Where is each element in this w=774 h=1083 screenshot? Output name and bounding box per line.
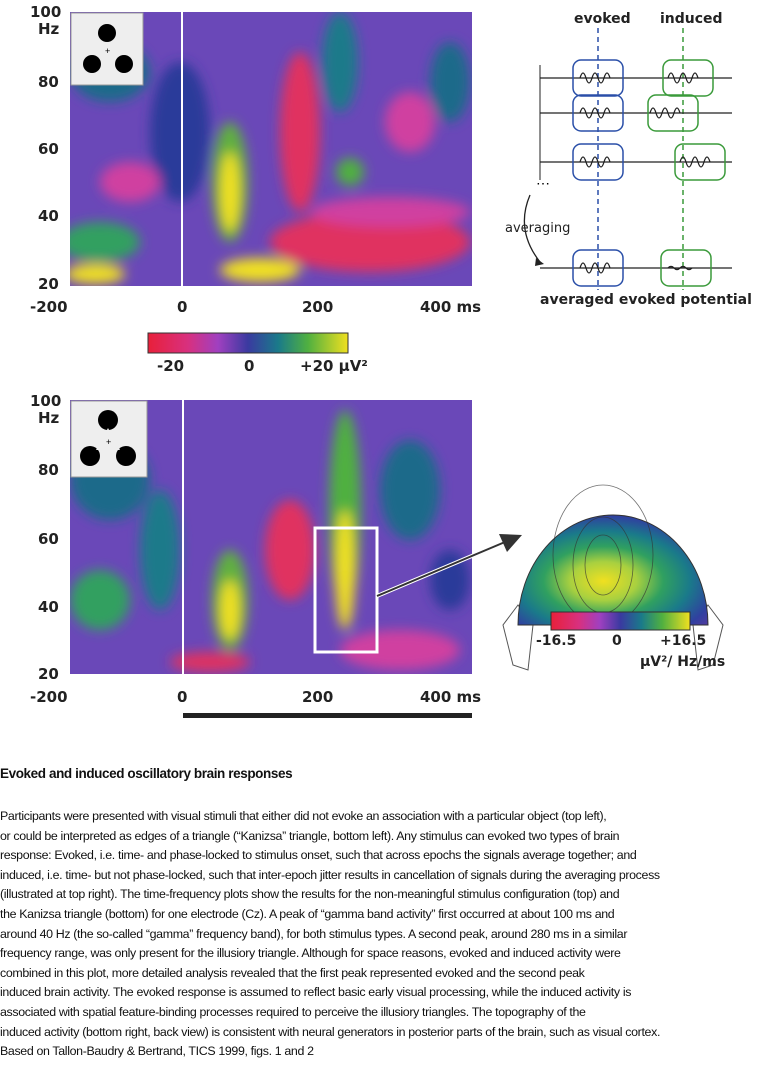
y-tick: 80 [38, 73, 59, 91]
colorbar-min: -20 [157, 357, 185, 375]
top-time-frequency-plot: + [70, 12, 472, 286]
caption-line: Participants were presented with visual … [0, 809, 607, 823]
evoked-label: evoked [574, 11, 631, 27]
averaging-label: averaging [505, 221, 571, 236]
y-tick: 60 [38, 140, 59, 158]
averaged-evoked-potential-label: averaged evoked potential [540, 292, 752, 308]
x-tick: 0 [177, 298, 188, 316]
svg-text:+: + [105, 46, 110, 56]
caption-line: frequency range, was only present for th… [0, 946, 621, 961]
svg-text:⋯: ⋯ [536, 175, 550, 191]
y-tick: 20 [38, 275, 59, 293]
y-tick: 80 [38, 461, 59, 479]
y-unit: Hz [38, 20, 60, 38]
bottom-time-frequency-plot: + [70, 400, 472, 674]
x-tick: 200 [302, 688, 334, 706]
y-tick: 20 [38, 665, 59, 683]
caption-line: induced activity (bottom right, back vie… [0, 1024, 661, 1039]
colorbar-mid: 0 [612, 633, 622, 649]
caption-line: (illustrated at top right). The time-fre… [0, 887, 620, 902]
x-tick: -200 [30, 298, 68, 316]
colorbar-mid: 0 [244, 357, 255, 375]
caption-line: the Kanizsa triangle (bottom) for one el… [0, 907, 615, 921]
caption-line: or could be interpreted as edges of a tr… [0, 828, 620, 843]
colorbar-max: +20 µV² [300, 357, 368, 375]
colorbar-max: +16.5 [660, 633, 707, 649]
arrow-icon [376, 534, 522, 598]
y-tick: 100 [30, 392, 62, 410]
y-tick: 40 [38, 598, 59, 616]
top-colorbar [147, 332, 349, 354]
induced-label: induced [660, 11, 723, 27]
y-tick: 40 [38, 207, 59, 225]
stimulus-duration-bar [183, 713, 472, 718]
head-topography [502, 484, 724, 671]
x-tick: 400 ms [420, 688, 482, 706]
x-tick: -200 [30, 688, 68, 706]
x-tick: 0 [177, 688, 188, 706]
colorbar-min: -16.5 [536, 633, 577, 649]
colorbar-unit: µV²/ Hz/ms [640, 654, 726, 670]
bottom-colorbar [550, 611, 691, 631]
caption-title: Evoked and induced oscillatory brain res… [0, 766, 293, 781]
caption-line: around 40 Hz (the so-called “gamma” freq… [0, 926, 628, 941]
y-tick: 100 [30, 3, 62, 21]
svg-text:+: + [106, 437, 111, 447]
caption-line: Based on Tallon-Baudry & Bertrand, TICS … [0, 1044, 314, 1059]
y-tick: 60 [38, 530, 59, 548]
x-tick: 400 ms [420, 298, 482, 316]
caption-line: combined in this plot, more detailed ana… [0, 965, 585, 980]
x-tick: 200 [302, 298, 334, 316]
evoked-induced-diagram: ⋯ [523, 28, 732, 290]
y-unit: Hz [38, 409, 60, 427]
caption-line: associated with spatial feature-binding … [0, 1005, 586, 1019]
caption-line: induced brain activity. The evoked respo… [0, 985, 632, 1000]
caption-line: induced, i.e. time- but not phase-locked… [0, 867, 660, 882]
caption-line: response: Evoked, i.e. time- and phase-l… [0, 848, 637, 863]
